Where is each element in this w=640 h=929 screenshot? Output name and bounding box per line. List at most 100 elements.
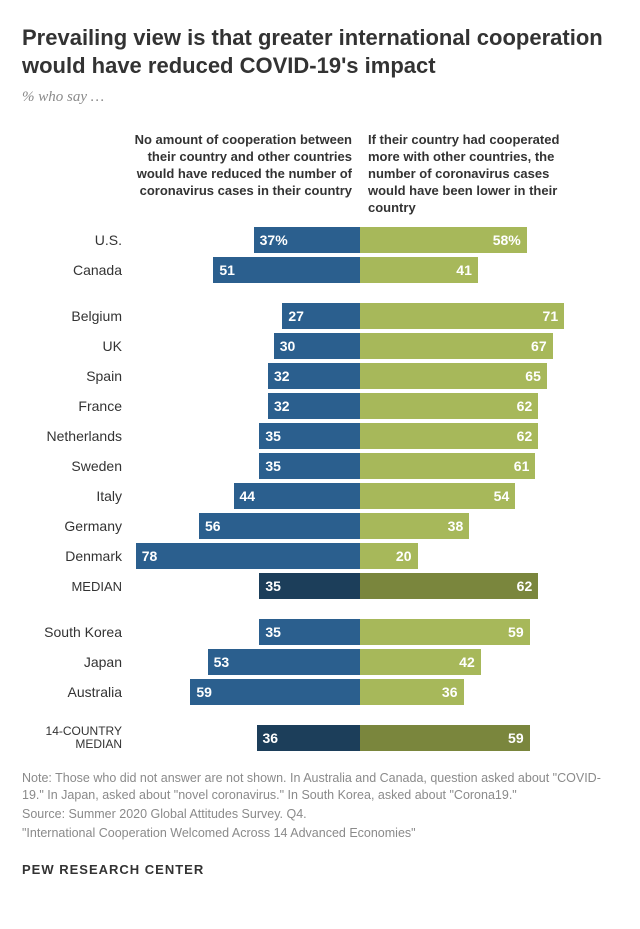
bar-area: 7820 (130, 543, 618, 569)
row-label: U.S. (22, 232, 130, 248)
right-value: 42 (459, 654, 475, 670)
chart-row: Belgium2771 (22, 302, 618, 330)
left-value: 78 (142, 548, 158, 564)
right-zone: 71 (360, 303, 590, 329)
left-zone: 44 (130, 483, 360, 509)
left-zone: 35 (130, 619, 360, 645)
right-value: 36 (442, 684, 458, 700)
header-spacer (22, 132, 130, 216)
left-bar: 36 (257, 725, 361, 751)
right-column-header: If their country had cooperated more wit… (360, 132, 590, 216)
row-label: France (22, 398, 130, 414)
chart-row: South Korea 35 59 (22, 618, 618, 646)
right-value: 61 (514, 458, 530, 474)
right-bar: 71 (360, 303, 564, 329)
bar-area: 37% 58% (130, 227, 618, 253)
chart-row: U.S. 37% 58% (22, 226, 618, 254)
right-zone: 61 (360, 453, 590, 479)
row-label: South Korea (22, 624, 130, 640)
left-value: 37% (260, 232, 288, 248)
right-zone: 62 (360, 393, 590, 419)
bar-area: 59 36 (130, 679, 618, 705)
bar-area: 32 65 (130, 363, 618, 389)
chart-subtitle: % who say … (22, 89, 618, 106)
left-bar: 59 (190, 679, 360, 705)
chart-row: Sweden3561 (22, 452, 618, 480)
chart-row: 14-COUNTRYMEDIAN 36 59 (22, 724, 618, 752)
right-zone: 41 (360, 257, 590, 283)
right-value: 58% (493, 232, 521, 248)
right-value: 67 (531, 338, 547, 354)
chart-rows: U.S.37%58%Canada5141Belgium2771UK3067Spa… (22, 226, 618, 752)
right-zone: 62 (360, 423, 590, 449)
chart-row: Canada 51 41 (22, 256, 618, 284)
row-label: Canada (22, 262, 130, 278)
right-value: 59 (508, 730, 524, 746)
right-zone: 58% (360, 227, 590, 253)
left-zone: 35 (130, 453, 360, 479)
left-value: 35 (265, 578, 281, 594)
left-zone: 59 (130, 679, 360, 705)
right-zone: 42 (360, 649, 590, 675)
row-label: Denmark (22, 548, 130, 564)
left-bar: 32 (268, 393, 360, 419)
left-zone: 32 (130, 363, 360, 389)
chart-row: Netherlands3562 (22, 422, 618, 450)
chart-row: Germany5638 (22, 512, 618, 540)
bar-area: 44 54 (130, 483, 618, 509)
left-column-header: No amount of cooperation between their c… (130, 132, 360, 216)
left-bar: 27 (282, 303, 360, 329)
right-zone: 65 (360, 363, 590, 389)
left-bar: 35 (259, 573, 360, 599)
chart-row: Denmark7820 (22, 542, 618, 570)
left-bar: 56 (199, 513, 360, 539)
left-zone: 53 (130, 649, 360, 675)
right-bar: 58% (360, 227, 527, 253)
chart-row: Italy4454 (22, 482, 618, 510)
row-label: Netherlands (22, 428, 130, 444)
right-value: 59 (508, 624, 524, 640)
left-bar: 44 (234, 483, 361, 509)
right-bar: 54 (360, 483, 515, 509)
right-value: 65 (525, 368, 541, 384)
chart-row: Australia 59 36 (22, 678, 618, 706)
row-label: Germany (22, 518, 130, 534)
left-value: 59 (196, 684, 212, 700)
right-value: 62 (517, 578, 533, 594)
row-label: Australia (22, 684, 130, 700)
left-value: 44 (240, 488, 256, 504)
left-bar: 35 (259, 619, 360, 645)
bar-area: 35 59 (130, 619, 618, 645)
chart-row: Spain 32 65 (22, 362, 618, 390)
right-zone: 59 (360, 725, 590, 751)
brand-label: PEW RESEARCH CENTER (22, 862, 618, 877)
bar-area: 30 67 (130, 333, 618, 359)
left-zone: 30 (130, 333, 360, 359)
left-bar: 30 (274, 333, 360, 359)
right-bar: 36 (360, 679, 464, 705)
left-zone: 27 (130, 303, 360, 329)
left-bar: 78 (136, 543, 360, 569)
row-label: Spain (22, 368, 130, 384)
left-value: 35 (265, 458, 281, 474)
right-value: 62 (517, 398, 533, 414)
bar-area: 35 62 (130, 573, 618, 599)
row-label: 14-COUNTRYMEDIAN (22, 725, 130, 753)
right-bar: 67 (360, 333, 553, 359)
bar-area: 5638 (130, 513, 618, 539)
chart-row: MEDIAN3562 (22, 572, 618, 600)
bar-area: 51 41 (130, 257, 618, 283)
left-value: 51 (219, 262, 235, 278)
left-bar: 53 (208, 649, 360, 675)
right-zone: 38 (360, 513, 590, 539)
right-bar: 59 (360, 725, 530, 751)
bar-area: 35 61 (130, 453, 618, 479)
left-bar: 32 (268, 363, 360, 389)
chart-row: UK 30 67 (22, 332, 618, 360)
left-bar: 37% (254, 227, 360, 253)
left-zone: 36 (130, 725, 360, 751)
row-label: Japan (22, 654, 130, 670)
row-label: UK (22, 338, 130, 354)
left-zone: 35 (130, 573, 360, 599)
left-value: 27 (288, 308, 304, 324)
